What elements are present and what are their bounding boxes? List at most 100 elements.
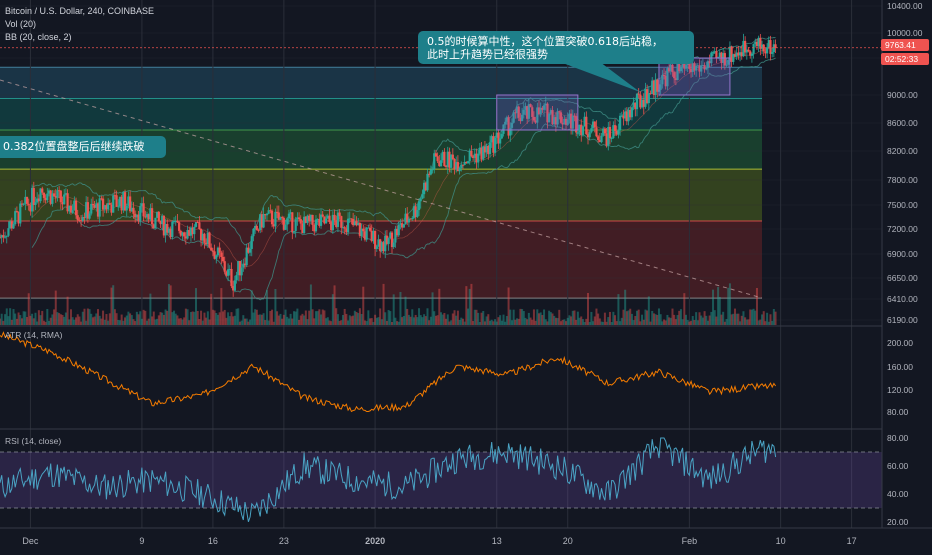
price-tick-label: 6190.00 <box>887 315 918 325</box>
candle-body <box>380 242 383 252</box>
volume-bar <box>727 287 730 325</box>
volume-bar <box>237 308 240 325</box>
candle-body <box>152 224 155 229</box>
candle-body <box>255 225 258 230</box>
volume-bar <box>641 314 644 325</box>
volume-bar <box>291 318 294 325</box>
candle-body <box>63 194 66 205</box>
volume-bar <box>668 317 671 325</box>
volume-bar <box>347 320 350 325</box>
volume-bar <box>728 283 731 325</box>
candle-body <box>132 207 135 214</box>
candle-body <box>534 120 537 123</box>
rsi-label[interactable]: RSI (14, close) <box>5 436 62 446</box>
annotation-upper[interactable]: 0.5的时候算中性，这个位置突破0.618后站稳， 此时上升趋势已经很强势 <box>418 31 694 64</box>
candle-body <box>343 227 346 229</box>
volume-bar <box>661 321 664 325</box>
volume-bar <box>473 309 476 325</box>
volume-bar <box>590 311 593 325</box>
candle-body <box>176 220 179 223</box>
volume-bar <box>517 318 520 325</box>
candle-body <box>590 128 593 133</box>
candle-body <box>583 116 586 127</box>
volume-bar <box>287 318 290 325</box>
volume-bar <box>189 312 192 325</box>
volume-bar <box>56 312 59 325</box>
candle-body <box>514 112 517 114</box>
candle-body <box>515 106 519 113</box>
volume-bar <box>629 308 632 325</box>
volume-bar <box>184 308 187 325</box>
rsi-tick-label: 20.00 <box>887 517 909 527</box>
volume-bar <box>769 314 772 325</box>
bollinger-legend[interactable]: BB (20, close, 2) <box>5 32 72 42</box>
volume-bar <box>14 313 17 325</box>
candle-body <box>605 133 608 146</box>
candle-body <box>395 228 399 236</box>
volume-legend[interactable]: Vol (20) <box>5 19 37 29</box>
candle-body <box>750 53 753 56</box>
volume-bar <box>686 319 689 325</box>
volume-bar <box>715 316 718 325</box>
candle-body <box>563 118 566 125</box>
candle-body <box>559 112 563 123</box>
volume-bar <box>269 310 272 325</box>
candle-body <box>549 110 552 114</box>
candle-body <box>642 99 645 107</box>
volume-bar <box>93 316 96 325</box>
volume-bar <box>451 313 454 325</box>
annotation-left[interactable]: 0.382位置盘整后后继续跌破 <box>0 136 166 158</box>
volume-bar <box>140 318 143 325</box>
candle-body <box>575 116 578 133</box>
atr-label[interactable]: ATR (14, RMA) <box>5 330 63 340</box>
candle-body <box>42 192 46 198</box>
time-tick-label: Dec <box>22 536 39 546</box>
volume-bar <box>615 321 618 325</box>
rsi-band <box>0 452 882 508</box>
volume-bar <box>313 318 316 325</box>
volume-bar <box>713 310 716 325</box>
volume-bar <box>774 311 777 325</box>
volume-bar <box>468 288 471 325</box>
volume-bar <box>252 312 255 325</box>
candle-body <box>421 194 424 199</box>
candle-body <box>465 162 468 164</box>
volume-bar <box>642 319 645 325</box>
volume-bar <box>26 316 29 325</box>
annotation-left-text: 0.382位置盘整后后继续跌破 <box>3 140 145 153</box>
candle-body <box>767 40 770 48</box>
volume-bar <box>90 313 93 325</box>
volume-bar <box>407 314 410 325</box>
candle-body <box>76 215 79 221</box>
candle-body <box>281 217 284 219</box>
candle-body <box>468 150 471 162</box>
candle-body <box>683 60 686 69</box>
candle-body <box>531 107 534 117</box>
candle-body <box>651 80 654 94</box>
candle-body <box>461 164 465 166</box>
volume-bar <box>260 314 263 325</box>
volume-bar <box>277 315 280 325</box>
volume-bar <box>679 309 682 325</box>
highlight-box[interactable] <box>496 94 579 131</box>
candle-body <box>341 227 345 229</box>
candle-body <box>47 190 51 194</box>
candle-body <box>345 228 348 233</box>
candle-body <box>74 200 78 216</box>
volume-bar <box>389 311 392 325</box>
volume-bar <box>455 315 458 325</box>
volume-bar <box>27 293 30 325</box>
candle-body <box>759 37 762 49</box>
candle-body <box>232 286 235 291</box>
candle-body <box>323 216 326 224</box>
volume-bar <box>83 308 86 325</box>
candle-body <box>211 250 214 252</box>
candle-body <box>517 106 520 118</box>
candle-body <box>625 111 628 122</box>
volume-bar <box>656 314 659 325</box>
time-tick-label: 2020 <box>365 536 385 546</box>
symbol-legend[interactable]: Bitcoin / U.S. Dollar, 240, COINBASE <box>5 6 155 16</box>
highlight-box[interactable] <box>658 57 731 96</box>
